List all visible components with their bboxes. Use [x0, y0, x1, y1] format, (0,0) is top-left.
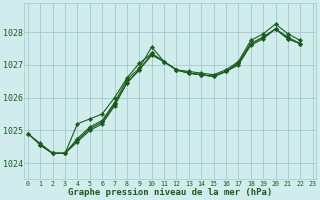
X-axis label: Graphe pression niveau de la mer (hPa): Graphe pression niveau de la mer (hPa): [68, 188, 272, 197]
